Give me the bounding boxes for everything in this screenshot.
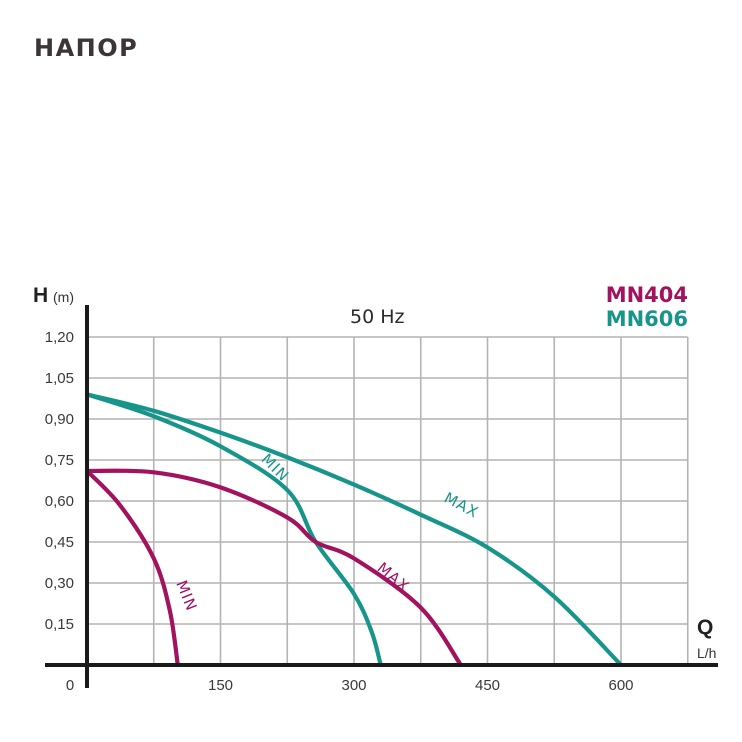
y-axis-title: H — [33, 284, 48, 307]
chart-title: 50 Hz — [350, 306, 405, 328]
curve-label-mn606-max: MAX — [441, 489, 482, 522]
x-axis-title: Q — [697, 616, 713, 639]
y-tick-label: 0,45 — [45, 534, 74, 551]
legend-mn606: MN606 — [606, 307, 688, 331]
chart-axes — [45, 305, 718, 688]
x-axis-unit: L/h — [697, 645, 716, 661]
chart-grid — [87, 336, 689, 665]
curve-mn606-max — [84, 392, 624, 668]
curve-label-mn404-max: MAX — [374, 559, 414, 596]
y-tick-label: 1,20 — [45, 329, 74, 346]
y-tick-label: 0,15 — [45, 616, 74, 633]
x-tick-label: 600 — [608, 677, 633, 694]
axis-ticks: 1,20 1,05 0,90 0,75 0,60 0,45 0,30 0,15 0 150 300 4… — [45, 329, 634, 694]
y-tick-label: 1,05 — [45, 370, 74, 387]
page-title: НАПОР — [34, 34, 139, 62]
curve-mn404-max — [84, 468, 463, 668]
y-tick-label: 0,60 — [45, 493, 74, 510]
y-tick-label: 0,75 — [45, 452, 74, 469]
y-tick-label: 0,30 — [45, 575, 74, 592]
curve-mn404-min — [84, 468, 180, 668]
legend-mn404: MN404 — [606, 283, 688, 307]
curve-mn606-min — [84, 392, 383, 668]
y-axis-unit: (m) — [53, 289, 74, 305]
x-tick-label: 0 — [66, 677, 74, 694]
chart-curves — [84, 392, 624, 668]
x-tick-label: 300 — [341, 677, 366, 694]
x-tick-label: 450 — [475, 677, 500, 694]
x-tick-label: 150 — [208, 677, 233, 694]
y-tick-label: 0,90 — [45, 411, 74, 428]
